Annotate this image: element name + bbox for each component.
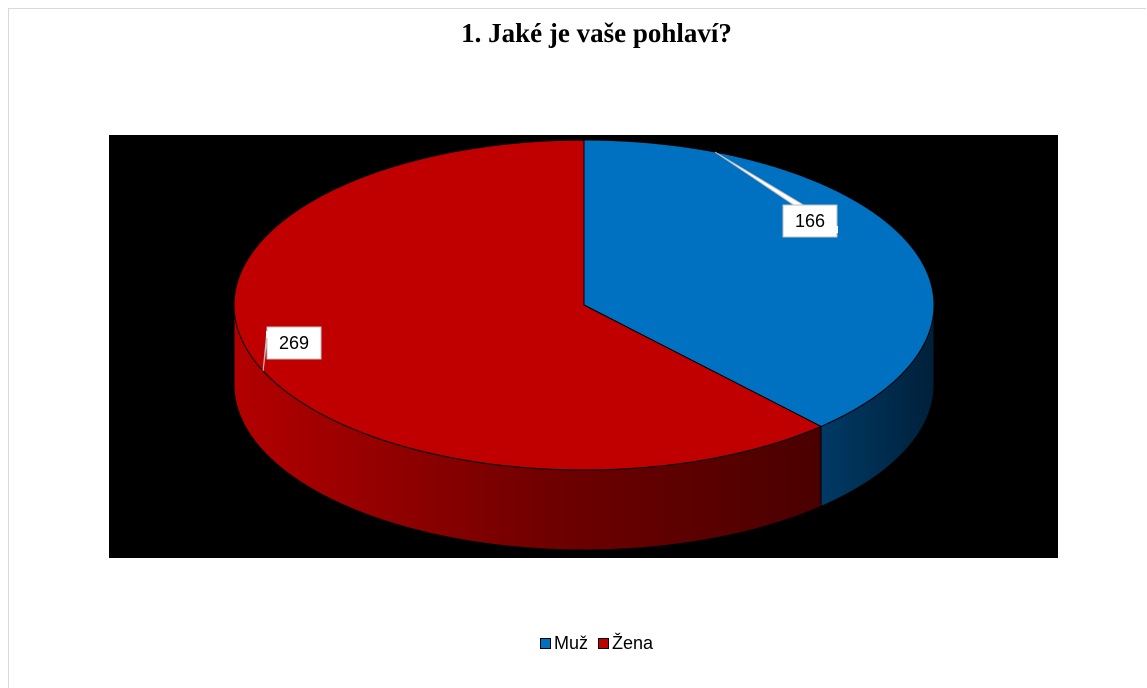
legend-item-zena: Žena xyxy=(597,633,654,654)
data-label-box xyxy=(782,204,838,238)
data-label-box xyxy=(266,326,322,360)
data-label-value: 269 xyxy=(279,333,309,353)
pie-slice-zena xyxy=(233,139,823,471)
legend-label-zena: Žena xyxy=(611,633,654,653)
data-labels: 166 269 xyxy=(262,151,838,371)
chart-frame xyxy=(8,8,1146,688)
legend: Muž Žena xyxy=(0,633,1147,654)
data-label-zena: 269 xyxy=(262,326,322,371)
data-label-value: 166 xyxy=(795,211,825,231)
legend-label-muz: Muž xyxy=(553,633,588,653)
legend-swatch-zena xyxy=(597,638,609,649)
legend-item-muz: Muž xyxy=(539,633,588,654)
pie-top-slices xyxy=(233,139,935,471)
data-label-muz: 166 xyxy=(714,151,838,238)
chart-title: 1. Jaké je vaše pohlaví? xyxy=(461,18,732,48)
legend-swatch-muz xyxy=(539,638,551,649)
